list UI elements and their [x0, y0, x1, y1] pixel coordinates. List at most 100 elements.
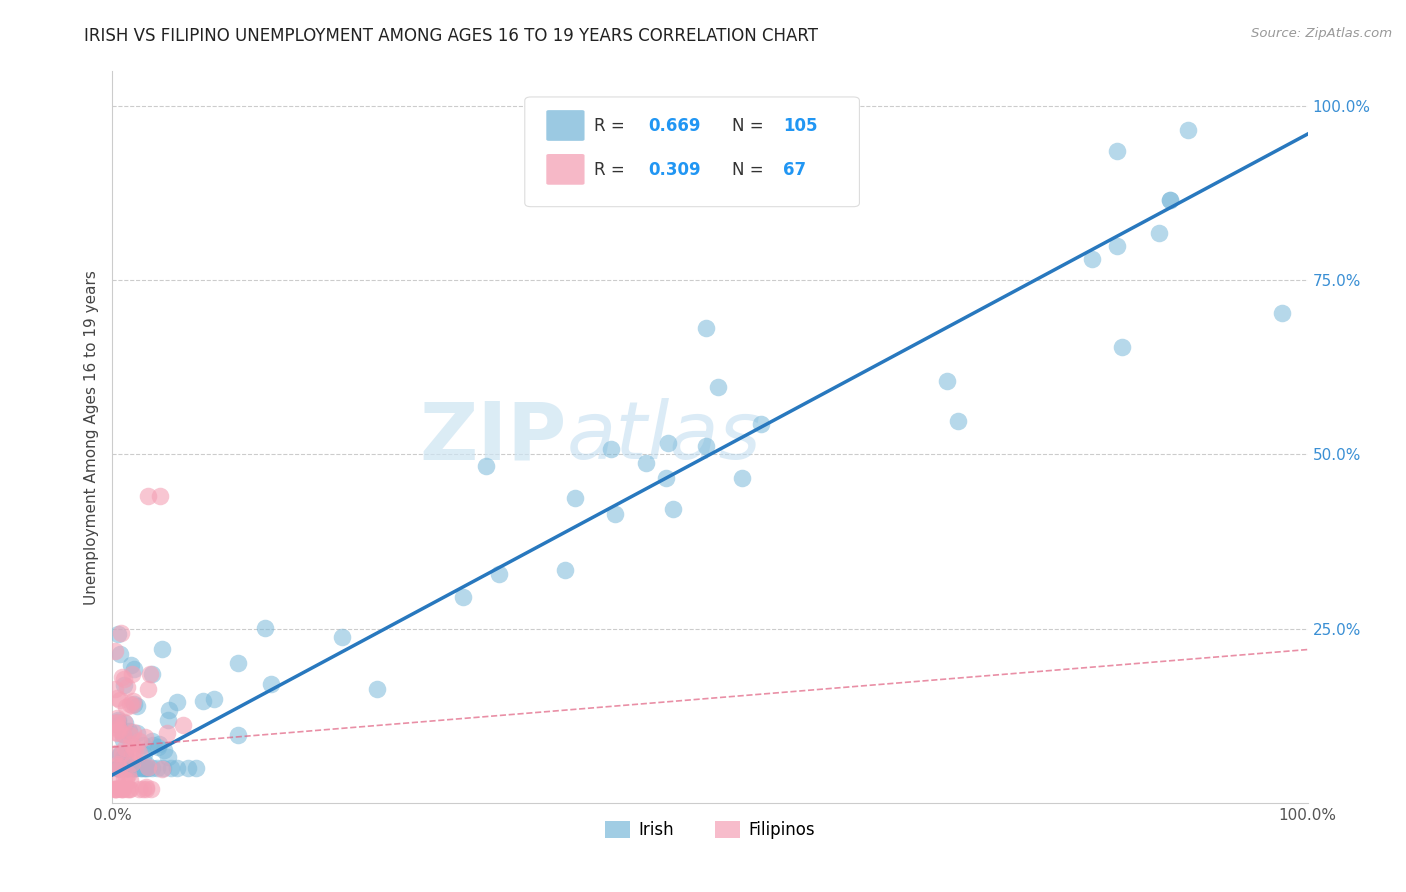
Point: [104, 781, 127, 796]
Point: [1111, 340, 1133, 354]
Point: [107, 721, 129, 735]
Point: [152, 761, 174, 775]
Text: 0.669: 0.669: [648, 117, 700, 136]
Point: [184, 761, 207, 775]
Point: [134, 761, 156, 775]
Point: [1107, 145, 1129, 159]
Point: [104, 681, 127, 696]
Point: [936, 374, 959, 388]
Text: N =: N =: [731, 161, 769, 179]
Point: [111, 761, 134, 775]
Point: [120, 658, 142, 673]
Point: [115, 699, 138, 714]
Point: [166, 761, 188, 775]
Point: [122, 739, 145, 754]
Point: [134, 730, 156, 744]
Point: [134, 761, 156, 775]
Point: [118, 781, 141, 796]
Point: [112, 727, 135, 741]
Point: [662, 501, 685, 516]
Point: [129, 761, 152, 775]
Text: IRISH VS FILIPINO UNEMPLOYMENT AMONG AGES 16 TO 19 YEARS CORRELATION CHART: IRISH VS FILIPINO UNEMPLOYMENT AMONG AGE…: [84, 27, 818, 45]
Point: [121, 756, 143, 770]
Point: [132, 738, 155, 752]
Point: [108, 648, 131, 662]
Text: 105: 105: [783, 117, 817, 136]
Point: [104, 724, 127, 739]
Point: [488, 566, 510, 581]
Point: [128, 746, 150, 760]
Point: [107, 627, 129, 641]
Point: [1080, 252, 1102, 266]
FancyBboxPatch shape: [547, 110, 585, 141]
Point: [136, 682, 159, 697]
Point: [730, 471, 752, 485]
Point: [1159, 193, 1181, 207]
Point: [1159, 193, 1181, 207]
Point: [125, 726, 148, 740]
Point: [655, 471, 678, 485]
Point: [115, 761, 138, 775]
Point: [657, 436, 679, 450]
Point: [120, 698, 142, 712]
Point: [330, 630, 353, 644]
Point: [1177, 122, 1199, 136]
Point: [138, 489, 160, 503]
Point: [135, 761, 157, 775]
Point: [136, 760, 159, 774]
Point: [117, 761, 139, 775]
Point: [107, 761, 129, 775]
Point: [121, 748, 143, 763]
Point: [110, 781, 132, 796]
Point: [141, 666, 163, 681]
Point: [108, 723, 131, 737]
Point: [104, 644, 127, 658]
Point: [122, 761, 145, 775]
Point: [107, 714, 129, 728]
Point: [141, 761, 163, 775]
Point: [134, 747, 156, 761]
Point: [118, 781, 141, 796]
Point: [105, 690, 128, 705]
Point: [122, 662, 145, 676]
Point: [104, 781, 127, 796]
Point: [149, 489, 172, 503]
Point: [260, 677, 283, 691]
Point: [226, 656, 249, 670]
Point: [107, 761, 129, 775]
Point: [107, 714, 129, 729]
Point: [128, 781, 150, 796]
Point: [111, 746, 134, 760]
Point: [226, 727, 249, 741]
Point: [111, 670, 134, 684]
Point: [112, 678, 135, 692]
Point: [107, 761, 129, 775]
Point: [115, 781, 138, 796]
Point: [150, 641, 173, 656]
Point: [599, 442, 621, 456]
Point: [121, 667, 143, 681]
Point: [124, 742, 146, 756]
Point: [146, 761, 169, 775]
Point: [141, 733, 163, 747]
Point: [121, 698, 143, 712]
Point: [117, 761, 139, 775]
Point: [112, 772, 135, 786]
Point: [946, 415, 969, 429]
Point: [124, 761, 146, 775]
Point: [150, 762, 173, 776]
Point: [636, 456, 658, 470]
Point: [142, 739, 165, 753]
Text: R =: R =: [595, 161, 630, 179]
Point: [120, 728, 142, 742]
Point: [749, 417, 772, 432]
Point: [115, 761, 138, 775]
Point: [124, 761, 146, 775]
Point: [695, 320, 717, 334]
Point: [138, 667, 160, 681]
Point: [564, 491, 586, 505]
Point: [366, 681, 388, 696]
Point: [128, 734, 150, 748]
Point: [122, 761, 145, 775]
Point: [108, 761, 131, 775]
